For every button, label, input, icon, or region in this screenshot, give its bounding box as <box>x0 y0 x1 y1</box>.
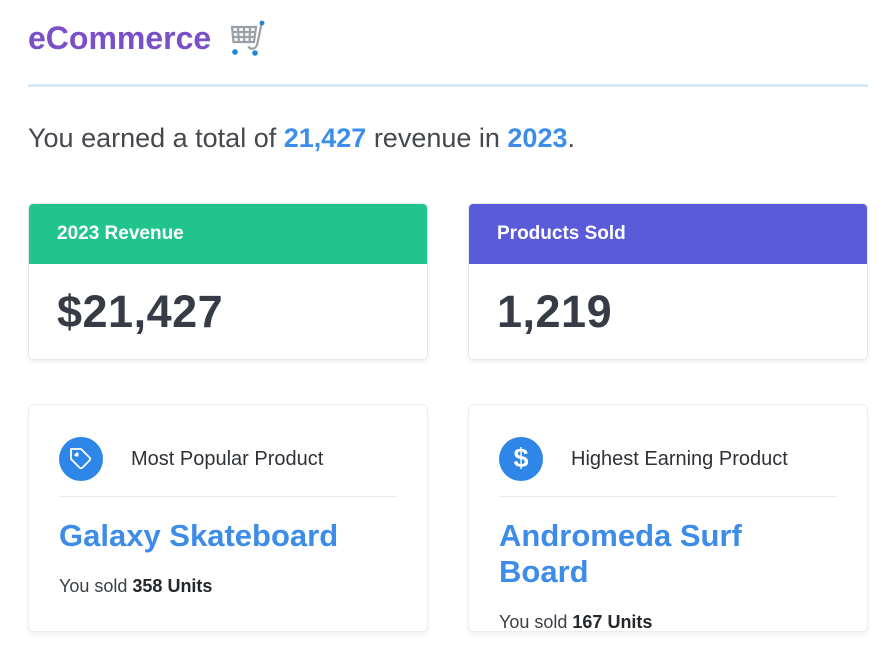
tag-icon <box>59 437 103 481</box>
most-popular-card-label: Most Popular Product <box>131 447 324 470</box>
card-divider <box>59 496 397 497</box>
dollar-icon: $ <box>499 437 543 481</box>
products-sold-card-label: Products Sold <box>497 223 626 244</box>
title-divider <box>28 84 868 87</box>
units-prefix: You sold <box>499 612 573 632</box>
units-value: 167 Units <box>572 612 653 632</box>
summary-middle: revenue in <box>366 123 508 153</box>
highest-earning-card-header: $ Highest Earning Product <box>499 437 837 481</box>
revenue-card-label: 2023 Revenue <box>57 223 184 244</box>
shopping-cart-icon <box>225 19 269 59</box>
card-divider <box>499 496 837 497</box>
ecommerce-page: eCommerce Yo <box>28 16 868 632</box>
units-prefix: You sold <box>59 576 133 596</box>
summary-revenue-total: 21,427 <box>283 123 367 153</box>
summary-prefix: You earned a total of <box>28 123 284 153</box>
most-popular-product-card: Most Popular Product Galaxy Skateboard Y… <box>28 404 428 632</box>
revenue-card-body: $21,427 <box>29 264 427 359</box>
dollar-glyph: $ <box>513 442 529 473</box>
revenue-card-value: $21,427 <box>57 285 224 337</box>
highest-earning-product-name: Andromeda Surf Board <box>499 518 742 589</box>
revenue-card-header: 2023 Revenue <box>29 204 427 264</box>
summary-suffix: . <box>567 123 575 153</box>
highest-earning-card-label: Highest Earning Product <box>571 447 788 470</box>
summary-year: 2023 <box>507 123 568 153</box>
product-cards-row: Most Popular Product Galaxy Skateboard Y… <box>28 404 868 632</box>
page-header: eCommerce <box>28 16 868 60</box>
most-popular-product-name: Galaxy Skateboard <box>59 518 339 553</box>
products-sold-stat-card: Products Sold 1,219 <box>468 203 868 360</box>
highest-earning-product-card: $ Highest Earning Product Andromeda Surf… <box>468 404 868 632</box>
most-popular-units-line: You sold 358 Units <box>59 576 397 597</box>
stat-cards-row: 2023 Revenue $21,427 Products Sold 1,219 <box>28 203 868 360</box>
highest-earning-units-line: You sold 167 Units <box>499 612 837 633</box>
products-sold-card-header: Products Sold <box>469 204 867 264</box>
most-popular-card-header: Most Popular Product <box>59 437 397 481</box>
page-title: eCommerce <box>28 20 212 56</box>
products-sold-card-body: 1,219 <box>469 264 867 359</box>
products-sold-card-value: 1,219 <box>497 285 613 337</box>
summary-text: You earned a total of 21,427 revenue in … <box>28 120 868 156</box>
units-value: 358 Units <box>132 576 213 596</box>
revenue-stat-card: 2023 Revenue $21,427 <box>28 203 428 360</box>
